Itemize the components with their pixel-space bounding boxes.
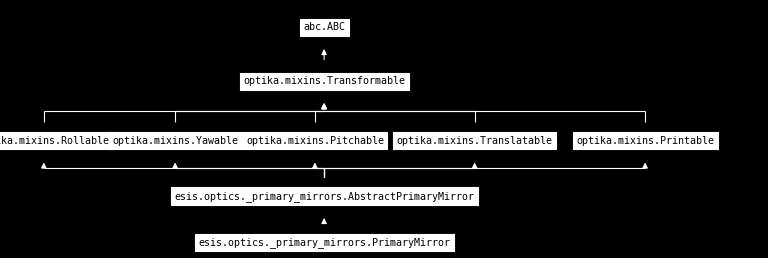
Text: abc.ABC: abc.ABC — [303, 22, 345, 32]
Text: optika.mixins.Yawable: optika.mixins.Yawable — [112, 136, 238, 146]
Text: optika.mixins.Printable: optika.mixins.Printable — [576, 136, 714, 146]
Text: optika.mixins.Pitchable: optika.mixins.Pitchable — [246, 136, 384, 146]
Text: esis.optics._primary_mirrors.AbstractPrimaryMirror: esis.optics._primary_mirrors.AbstractPri… — [174, 191, 474, 201]
Text: optika.mixins.Transformable: optika.mixins.Transformable — [243, 76, 405, 86]
Text: esis.optics._primary_mirrors.PrimaryMirror: esis.optics._primary_mirrors.PrimaryMirr… — [198, 237, 450, 248]
Text: optika.mixins.Translatable: optika.mixins.Translatable — [396, 136, 553, 146]
Text: optika.mixins.Rollable: optika.mixins.Rollable — [0, 136, 110, 146]
